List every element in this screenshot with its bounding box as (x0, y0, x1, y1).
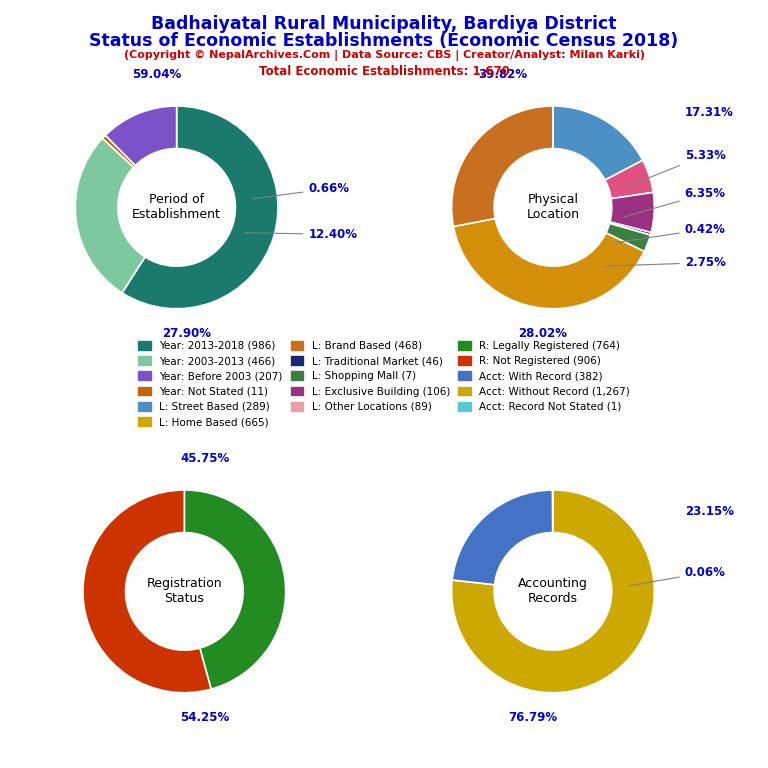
Text: 76.79%: 76.79% (508, 711, 558, 724)
Text: 59.04%: 59.04% (132, 68, 181, 81)
Wedge shape (452, 106, 553, 227)
Wedge shape (122, 106, 278, 309)
Text: 0.42%: 0.42% (617, 223, 726, 243)
Text: 0.06%: 0.06% (629, 566, 726, 586)
Text: 6.35%: 6.35% (624, 187, 726, 217)
Wedge shape (610, 222, 651, 235)
Text: Badhaiyatal Rural Municipality, Bardiya District: Badhaiyatal Rural Municipality, Bardiya … (151, 15, 617, 33)
Text: Total Economic Establishments: 1,670: Total Economic Establishments: 1,670 (259, 65, 509, 78)
Text: Registration
Status: Registration Status (147, 578, 222, 605)
Text: 5.33%: 5.33% (628, 149, 726, 186)
Text: 54.25%: 54.25% (180, 711, 229, 724)
Wedge shape (553, 106, 643, 180)
Text: 28.02%: 28.02% (518, 327, 568, 340)
Wedge shape (75, 138, 145, 293)
Wedge shape (606, 223, 650, 251)
Wedge shape (184, 490, 286, 689)
Text: 27.90%: 27.90% (162, 327, 211, 340)
Text: Accounting
Records: Accounting Records (518, 578, 588, 605)
Wedge shape (453, 218, 644, 309)
Wedge shape (605, 161, 654, 199)
Text: 45.75%: 45.75% (180, 452, 229, 465)
Wedge shape (452, 490, 553, 584)
Text: 23.15%: 23.15% (685, 505, 733, 518)
Wedge shape (610, 192, 654, 233)
Text: Physical
Location: Physical Location (526, 194, 580, 221)
Text: Status of Economic Establishments (Economic Census 2018): Status of Economic Establishments (Econo… (89, 32, 679, 50)
Text: Period of
Establishment: Period of Establishment (132, 194, 221, 221)
Text: 39.82%: 39.82% (478, 68, 527, 81)
Text: 12.40%: 12.40% (245, 228, 357, 241)
Wedge shape (452, 490, 654, 693)
Legend: Year: 2013-2018 (986), Year: 2003-2013 (466), Year: Before 2003 (207), Year: Not: Year: 2013-2018 (986), Year: 2003-2013 (… (138, 341, 630, 427)
Wedge shape (102, 135, 135, 167)
Text: 17.31%: 17.31% (685, 106, 733, 119)
Text: (Copyright © NepalArchives.Com | Data Source: CBS | Creator/Analyst: Milan Karki: (Copyright © NepalArchives.Com | Data So… (124, 50, 644, 61)
Wedge shape (83, 490, 211, 693)
Wedge shape (105, 106, 177, 166)
Text: 2.75%: 2.75% (607, 257, 726, 269)
Text: 0.66%: 0.66% (253, 182, 349, 199)
